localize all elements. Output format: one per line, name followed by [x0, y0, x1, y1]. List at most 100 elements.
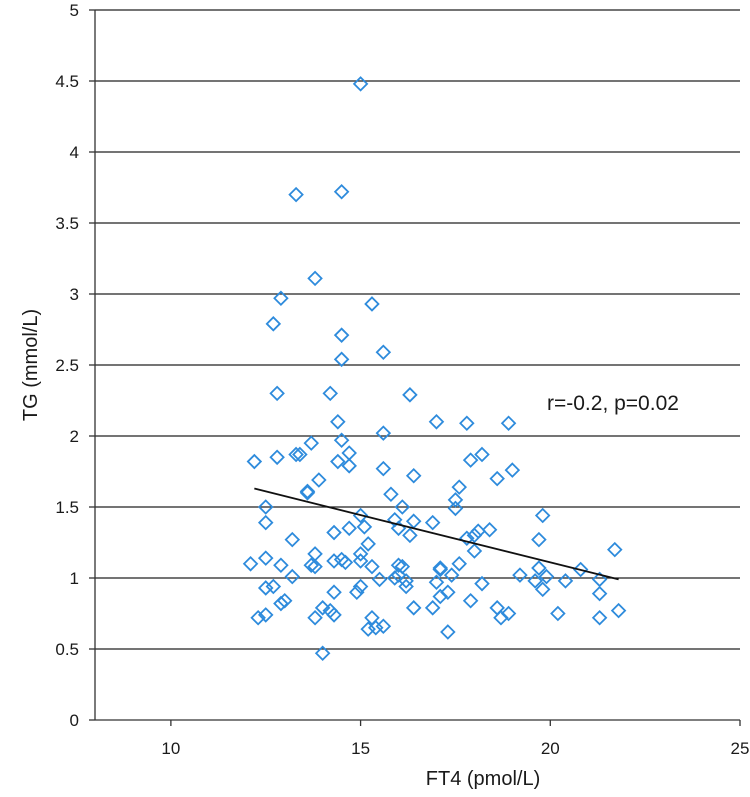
data-points: [242, 76, 627, 662]
data-point: [333, 183, 350, 200]
data-point: [352, 553, 369, 569]
data-point: [257, 580, 274, 596]
data-point: [591, 609, 608, 626]
data-point: [550, 605, 566, 622]
data-point: [352, 546, 369, 562]
data-point: [531, 531, 547, 548]
data-point: [269, 449, 285, 466]
data-point: [250, 609, 266, 626]
data-point: [322, 385, 339, 402]
data-point: [447, 500, 464, 517]
data-point: [504, 462, 521, 478]
data-point: [326, 553, 342, 569]
data-point: [432, 561, 449, 578]
data-point: [299, 483, 316, 500]
data-point: [402, 527, 418, 544]
data-point: [303, 435, 320, 451]
data-point: [440, 584, 456, 600]
data-point: [534, 507, 551, 524]
data-point: [364, 296, 380, 312]
data-point: [360, 621, 376, 637]
y-tick-label: 2: [70, 427, 79, 446]
y-tick-label: 4.5: [55, 72, 79, 91]
data-point: [288, 446, 304, 463]
data-point: [257, 550, 274, 566]
data-point: [462, 592, 479, 609]
data-point: [440, 624, 456, 640]
data-point: [337, 554, 354, 571]
data-point: [273, 557, 289, 573]
data-point: [474, 446, 490, 463]
data-point: [364, 558, 380, 575]
data-point: [284, 531, 301, 548]
data-point: [459, 530, 475, 547]
data-point: [307, 609, 323, 626]
x-tick-label: 15: [351, 739, 370, 758]
y-tick-label: 5: [70, 1, 79, 20]
data-point: [531, 560, 547, 576]
axes: [89, 9, 741, 726]
data-point: [474, 575, 490, 592]
data-point: [610, 602, 627, 619]
y-tick-labels: 0 0.5 1 1.5 2 2.5 3 3.5 4 4.5 5: [55, 1, 79, 730]
data-point: [459, 415, 475, 431]
data-point: [512, 567, 528, 583]
data-point: [333, 327, 350, 343]
horizontal-gridlines: [95, 9, 740, 650]
data-point: [273, 290, 289, 307]
data-point: [432, 588, 449, 605]
data-point: [326, 607, 342, 623]
data-point: [284, 568, 301, 585]
data-point: [292, 446, 308, 463]
data-point: [398, 573, 414, 589]
y-tick-label: 0.5: [55, 640, 79, 659]
correlation-annotation: r=-0.2, p=0.02: [547, 392, 679, 415]
data-point: [288, 186, 304, 203]
y-tick-label: 0: [70, 711, 79, 730]
data-point: [367, 619, 384, 636]
x-axis-title: FT4 (pmol/L): [426, 768, 540, 790]
y-tick-label: 1.5: [55, 498, 79, 517]
data-point: [311, 472, 327, 488]
data-point: [428, 414, 445, 430]
data-point: [402, 387, 418, 403]
data-point: [326, 524, 342, 541]
data-point: [341, 458, 357, 474]
x-tick-label: 10: [161, 739, 180, 758]
data-point: [307, 270, 323, 287]
data-point: [349, 584, 365, 600]
y-tick-label: 3: [70, 285, 79, 304]
data-point: [303, 557, 320, 573]
data-point: [398, 578, 414, 595]
data-point: [242, 556, 259, 572]
y-tick-label: 2.5: [55, 356, 79, 375]
trend-line: [254, 487, 619, 581]
data-point: [307, 558, 323, 575]
data-point: [246, 453, 263, 470]
data-point: [591, 585, 608, 602]
data-point: [269, 385, 285, 402]
data-point: [443, 567, 460, 583]
data-point: [371, 571, 388, 588]
data-point: [428, 574, 445, 591]
data-point: [326, 584, 342, 600]
data-point: [462, 452, 479, 468]
data-point: [534, 581, 551, 598]
data-point: [341, 520, 357, 537]
y-tick-label: 1: [70, 569, 79, 588]
data-point: [470, 523, 486, 539]
data-point: [360, 536, 376, 552]
data-point: [314, 600, 331, 616]
data-point: [607, 541, 623, 558]
data-point: [341, 445, 357, 461]
data-point: [356, 519, 373, 535]
data-point: [273, 595, 289, 612]
data-point: [424, 514, 441, 531]
data-point: [527, 573, 543, 589]
data-point: [383, 486, 399, 502]
data-point: [352, 578, 369, 595]
data-point: [333, 432, 350, 449]
data-point: [257, 607, 274, 623]
data-point: [390, 557, 407, 573]
data-point: [451, 479, 468, 495]
